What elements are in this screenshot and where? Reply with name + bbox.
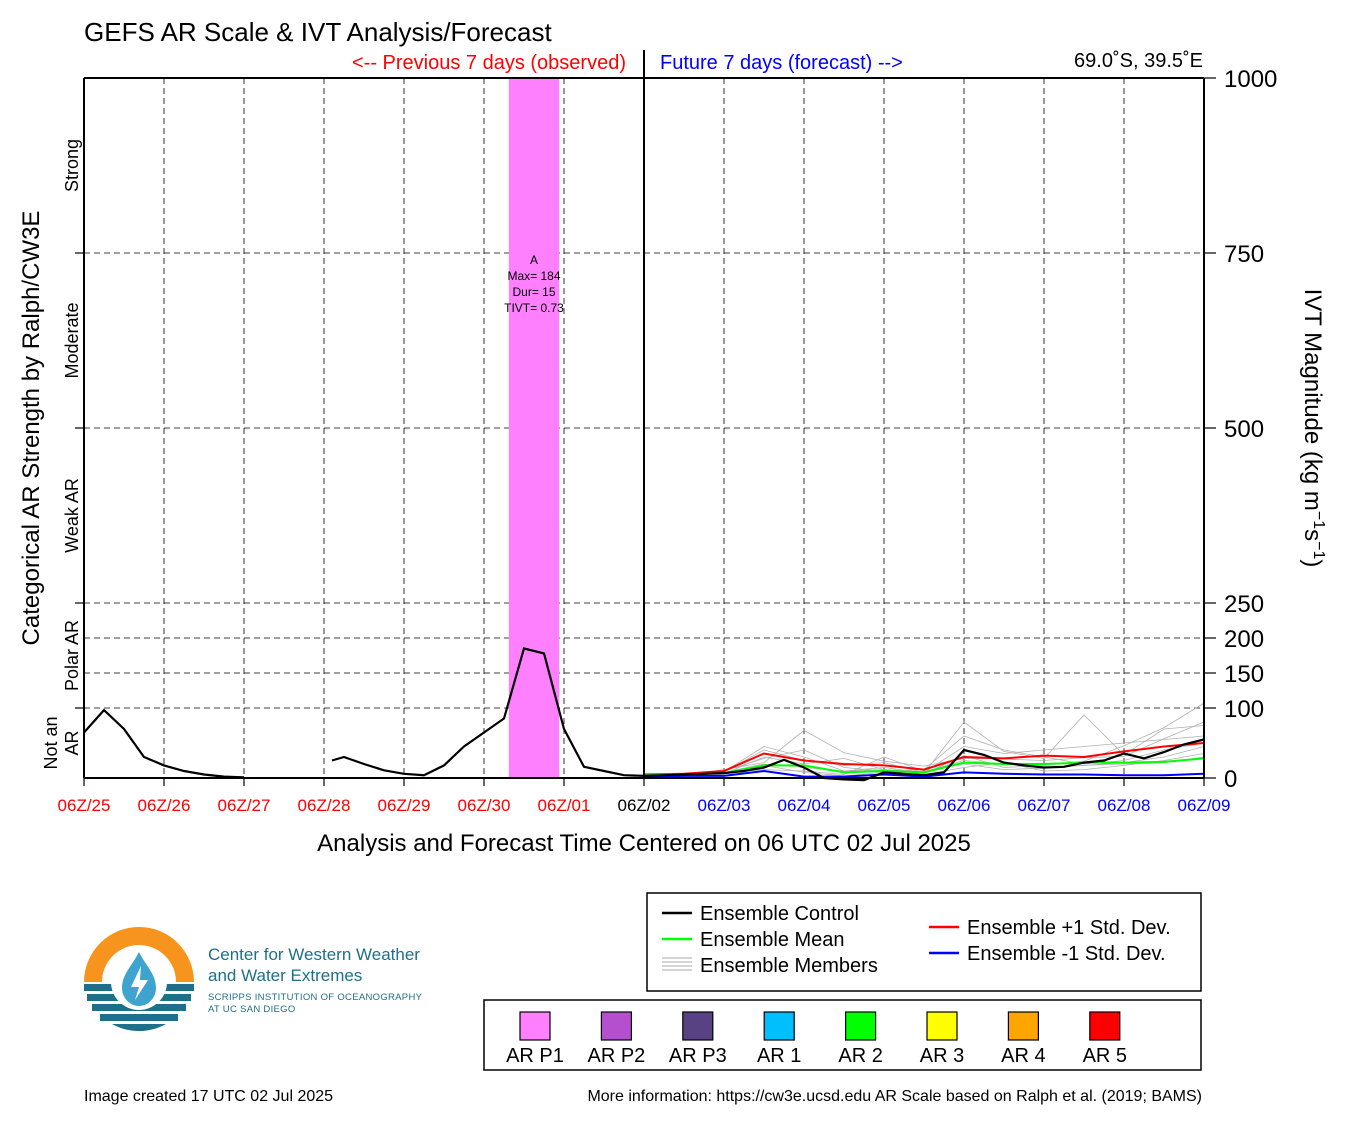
y-axis-label-right-end: ) xyxy=(1299,559,1326,567)
colorbar-label: AR 5 xyxy=(1083,1045,1127,1067)
legend: Ensemble Control Ensemble Mean Ensemble Me… xyxy=(662,903,1171,977)
ar-event-annotation: Max= 184 xyxy=(507,269,560,283)
more-info-note: More information: https://cw3e.ucsd.edu … xyxy=(587,1088,1202,1105)
series-line-ensemble-mean xyxy=(643,757,1205,777)
legend-box xyxy=(646,892,1202,992)
category-label: Moderate xyxy=(62,302,82,378)
ar-event-annotation: TIVT= 0.73 xyxy=(504,301,564,315)
category-label: Strong xyxy=(62,139,82,192)
y-tick-label-right: 200 xyxy=(1224,626,1264,653)
series-line-ensemble-1-std-dev- xyxy=(643,769,1205,778)
category-label: Weak AR xyxy=(62,478,82,553)
legend-label: Ensemble Mean xyxy=(700,929,845,951)
location-label: 69.0˚S, 39.5˚E xyxy=(1074,50,1203,72)
y-axis-label-right-sup1: −1 xyxy=(1310,511,1327,529)
colorbar-swatch xyxy=(1007,1011,1040,1041)
ensemble-member-line xyxy=(643,702,1205,777)
category-label: Not an xyxy=(41,716,61,769)
y-tick-label-right: 150 xyxy=(1224,661,1264,688)
ar-event-band xyxy=(508,78,560,778)
x-tick-label: 06Z/08 xyxy=(1098,796,1151,815)
y-tick-label-right: 0 xyxy=(1224,766,1237,793)
logo-line2: and Water Extremes xyxy=(208,966,363,985)
ar-event-annotation: A xyxy=(530,253,538,267)
logo-line1: Center for Western Weather xyxy=(208,945,420,964)
x-tick-label: 06Z/27 xyxy=(218,796,271,815)
y-tick-label-right: 750 xyxy=(1224,241,1264,268)
category-label: Polar AR xyxy=(62,620,82,691)
x-tick-label: 06Z/29 xyxy=(378,796,431,815)
logo-line3: SCRIPPS INSTITUTION OF OCEANOGRAPHY xyxy=(208,992,423,1003)
x-tick-label: 06Z/05 xyxy=(858,796,911,815)
colorbar-swatch xyxy=(519,1011,551,1041)
y-tick-label-right: 1000 xyxy=(1224,66,1277,93)
y-tick-label-right: 500 xyxy=(1224,416,1264,443)
ensemble-members-layer xyxy=(643,702,1205,777)
legend-label: Ensemble -1 Std. Dev. xyxy=(967,943,1166,965)
y-axis-label-right-sup2: −1 xyxy=(1310,541,1327,559)
ensemble-member-line xyxy=(643,714,1205,777)
x-tick-label: 06Z/04 xyxy=(778,796,831,815)
y-axis-label-right-base: IVT Magnitude (kg m xyxy=(1299,289,1326,511)
y-axis-label-right-mid: s xyxy=(1299,529,1326,541)
x-tick-label: 06Z/06 xyxy=(938,796,991,815)
colorbar-label: AR 4 xyxy=(1001,1045,1045,1067)
colorbar-swatch xyxy=(1089,1011,1121,1041)
colorbar-swatch xyxy=(600,1011,633,1041)
axes-layer: 06Z/25 06Z/26 06Z/27 06Z/28 06Z/29 06Z/30 06Z/… xyxy=(41,50,1277,815)
colorbar-swatch xyxy=(844,1011,877,1041)
x-tick-label: 06Z/03 xyxy=(698,796,751,815)
y-tick-label-right: 100 xyxy=(1224,696,1264,723)
ar-category-colorbar: AR P1 AR P2 AR P3 AR 1 AR 2 AR 3 AR 4 AR 5 xyxy=(506,1011,1127,1067)
x-tick-label: 06Z/01 xyxy=(538,796,591,815)
x-tick-label: 06Z/30 xyxy=(458,796,511,815)
legend-label: Ensemble Control xyxy=(700,903,859,925)
colorbar-label: AR 3 xyxy=(920,1045,964,1067)
ensemble-member-line xyxy=(644,721,1205,776)
x-tick-label: 06Z/25 xyxy=(58,796,111,815)
series-line-ensemble-control xyxy=(331,647,1205,782)
colorbar-label: AR 2 xyxy=(838,1045,882,1067)
chart-title: GEFS AR Scale & IVT Analysis/Forecast xyxy=(84,17,552,47)
logo-line4: AT UC SAN DIEGO xyxy=(208,1004,296,1015)
x-tick-label: 06Z/28 xyxy=(298,796,351,815)
legend-label: Ensemble +1 Std. Dev. xyxy=(967,917,1171,939)
y-tick-label-right: 250 xyxy=(1224,591,1264,618)
colorbar-label: AR P1 xyxy=(506,1045,564,1067)
y-axis-label-right: IVT Magnitude (kg m−1s−1) xyxy=(1299,289,1327,568)
colorbar-swatch xyxy=(763,1011,795,1041)
series-line-ensemble-control xyxy=(83,708,245,779)
colorbar-swatch xyxy=(926,1011,958,1041)
x-tick-label: 06Z/26 xyxy=(138,796,191,815)
future-days-label: Future 7 days (forecast) --> xyxy=(660,52,903,74)
logo-subtitle: SCRIPPS INSTITUTION OF OCEANOGRAPHY AT U… xyxy=(208,992,422,1016)
x-tick-label: 06Z/02 xyxy=(618,796,671,815)
category-label: AR xyxy=(62,730,82,755)
legend-label: Ensemble Members xyxy=(700,955,878,977)
x-tick-label: 06Z/09 xyxy=(1178,796,1231,815)
cw3e-logo-icon xyxy=(84,927,194,1032)
colorbar-swatch xyxy=(682,1011,714,1041)
x-axis-label: Analysis and Forecast Time Centered on 0… xyxy=(317,830,971,857)
x-tick-label: 06Z/07 xyxy=(1018,796,1071,815)
image-created-note: Image created 17 UTC 02 Jul 2025 xyxy=(84,1088,334,1105)
previous-days-label: <-- Previous 7 days (observed) xyxy=(352,52,626,74)
series-line-ensemble-1-std-dev- xyxy=(643,742,1205,776)
colorbar-label: AR P3 xyxy=(669,1045,727,1067)
ar-event-annotation: Dur= 15 xyxy=(512,285,555,299)
series-layer xyxy=(83,647,1205,782)
ar-event-layer: A Max= 184 Dur= 15 TIVT= 0.73 xyxy=(504,78,564,778)
logo-org-name: Center for Western Weather and Water Ext… xyxy=(208,944,420,986)
cw3e-logo: Center for Western Weather and Water Ext… xyxy=(84,926,484,1038)
colorbar-label: AR P2 xyxy=(587,1045,645,1067)
y-axis-label-left: Categorical AR Strength by Ralph/CW3E xyxy=(18,211,45,646)
colorbar-label: AR 1 xyxy=(757,1045,801,1067)
